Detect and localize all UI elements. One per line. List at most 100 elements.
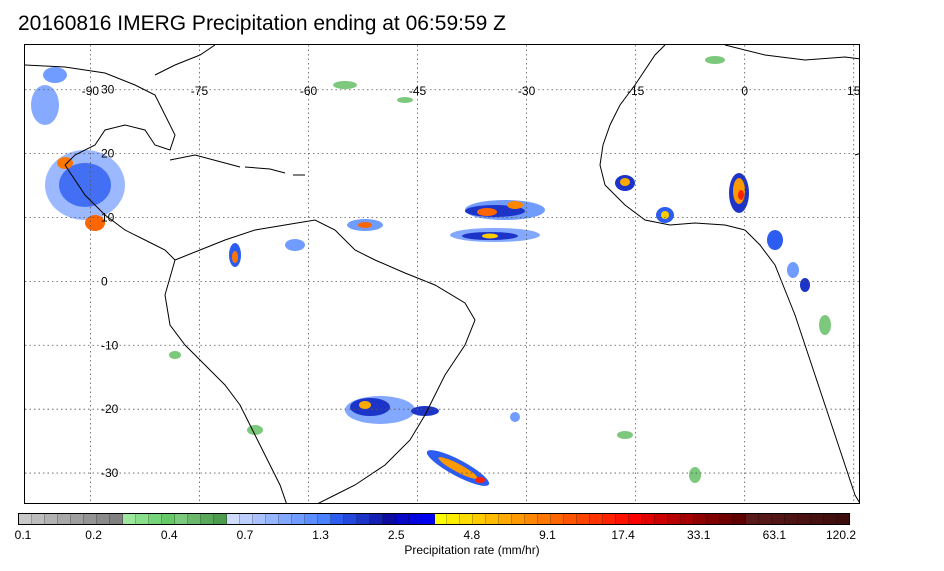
colorbar-swatch xyxy=(421,514,435,524)
colorbar-swatch xyxy=(824,514,838,524)
colorbar-tick-label: 4.8 xyxy=(463,528,481,542)
colorbar-tick-label: 33.1 xyxy=(687,528,711,542)
longitude-label: -90 xyxy=(82,84,100,98)
colorbar-swatch xyxy=(70,514,84,524)
colorbar-swatch xyxy=(187,514,201,524)
colorbar-swatch xyxy=(785,514,799,524)
map-canvas: -90 -75 -60 -45 -30 -15 0 15 30 20 10 0 -10 -20 -30 xyxy=(25,45,860,503)
colorbar-swatch xyxy=(616,514,630,524)
colorbar-swatch xyxy=(226,514,240,524)
colorbar-swatch xyxy=(460,514,474,524)
colorbar-tick-label: 0.7 xyxy=(236,528,254,542)
colorbar-swatch xyxy=(148,514,162,524)
colorbar-swatch xyxy=(473,514,487,524)
colorbar-swatch xyxy=(19,514,32,524)
colorbar-swatch xyxy=(239,514,253,524)
longitude-label: -60 xyxy=(300,84,318,98)
colorbar-tick-label: 9.1 xyxy=(539,528,556,542)
colorbar-swatch xyxy=(668,514,682,524)
latitude-label: -20 xyxy=(101,402,119,416)
colorbar-tick-label: 0.2 xyxy=(85,528,102,542)
colorbar-swatch xyxy=(590,514,604,524)
colorbar-swatch xyxy=(733,514,747,524)
colorbar-swatch xyxy=(356,514,370,524)
colorbar-swatch xyxy=(486,514,500,524)
coastlines xyxy=(25,45,859,503)
colorbar-swatch xyxy=(109,514,123,524)
colorbar-tick-label: 17.4 xyxy=(611,528,635,542)
colorbar-tick-label: 0.1 xyxy=(14,528,32,542)
colorbar-tick-labels: 0.1 0.2 0.4 0.7 1.3 2.5 4.8 9.1 17.4 33.1 63.1 120.… xyxy=(14,528,856,542)
colorbar-swatch xyxy=(512,514,526,524)
colorbar-swatch xyxy=(798,514,812,524)
colorbar-tick-label: 1.3 xyxy=(312,528,329,542)
longitude-label: 0 xyxy=(741,84,748,98)
colorbar-swatch xyxy=(655,514,669,524)
colorbar-swatch xyxy=(83,514,97,524)
colorbar-swatch xyxy=(447,514,461,524)
map-title: 20160816 IMERG Precipitation ending at 0… xyxy=(18,12,506,35)
colorbar-swatch xyxy=(837,514,849,524)
colorbar-swatch xyxy=(278,514,292,524)
colorbar-swatch xyxy=(772,514,786,524)
colorbar-swatch xyxy=(330,514,344,524)
colorbar-tick-label: 120.2 xyxy=(825,528,857,542)
precipitation-map: -90 -75 -60 -45 -30 -15 0 15 30 20 10 0 -10 -20 -30 xyxy=(24,44,860,504)
colorbar-swatch xyxy=(291,514,305,524)
colorbar-tick-label: 63.1 xyxy=(762,528,787,542)
colorbar-swatch xyxy=(304,514,318,524)
latitude-label: -30 xyxy=(101,466,119,480)
colorbar-swatch xyxy=(499,514,513,524)
colorbar-swatch xyxy=(694,514,708,524)
colorbar-swatch xyxy=(135,514,149,524)
colorbar-swatch xyxy=(759,514,773,524)
colorbar-swatch xyxy=(343,514,357,524)
colorbar-swatch xyxy=(213,514,227,524)
colorbar-swatch xyxy=(382,514,396,524)
colorbar-swatch xyxy=(369,514,383,524)
colorbar-swatch xyxy=(265,514,279,524)
colorbar-swatch xyxy=(629,514,643,524)
colorbar-title: Precipitation rate (mm/hr) xyxy=(404,543,540,557)
colorbar-swatch xyxy=(44,514,58,524)
colorbar-swatch xyxy=(252,514,266,524)
colorbar-swatch xyxy=(31,514,45,524)
colorbar-swatch xyxy=(525,514,539,524)
latitude-label: -10 xyxy=(101,338,119,352)
longitude-label: -15 xyxy=(627,84,645,98)
graticule: -90 -75 -60 -45 -30 -15 0 15 30 20 10 0 -10 -20 -30 xyxy=(25,45,860,503)
colorbar-swatch xyxy=(200,514,214,524)
latitude-label: 30 xyxy=(101,83,115,97)
colorbar-swatch xyxy=(122,514,136,524)
colorbar-swatch xyxy=(317,514,331,524)
longitude-label: 15 xyxy=(847,84,860,98)
longitude-label: -30 xyxy=(518,84,536,98)
latitude-label: 20 xyxy=(101,147,115,161)
longitude-label: -75 xyxy=(191,84,209,98)
colorbar-swatch xyxy=(746,514,760,524)
longitude-label: -45 xyxy=(409,84,427,98)
colorbar-swatch xyxy=(408,514,422,524)
colorbar-swatch xyxy=(707,514,721,524)
colorbar-swatch xyxy=(434,514,448,524)
colorbar-swatch xyxy=(96,514,110,524)
colorbar-swatch xyxy=(681,514,695,524)
colorbar-swatch xyxy=(395,514,409,524)
colorbar-swatch xyxy=(577,514,591,524)
colorbar-swatch xyxy=(161,514,175,524)
colorbar-swatch xyxy=(538,514,552,524)
colorbar-swatch xyxy=(57,514,71,524)
colorbar-swatch xyxy=(551,514,565,524)
colorbar xyxy=(18,513,850,525)
colorbar-swatch xyxy=(720,514,734,524)
precipitation-cells xyxy=(31,56,831,486)
latitude-label: 10 xyxy=(101,211,115,225)
colorbar-tick-label: 0.4 xyxy=(160,528,178,542)
colorbar-tick-label: 2.5 xyxy=(387,528,405,542)
colorbar-swatch xyxy=(564,514,578,524)
colorbar-swatch xyxy=(174,514,188,524)
latitude-label: 0 xyxy=(101,274,108,288)
colorbar-swatch xyxy=(811,514,825,524)
colorbar-swatch xyxy=(603,514,617,524)
colorbar-swatch xyxy=(642,514,656,524)
